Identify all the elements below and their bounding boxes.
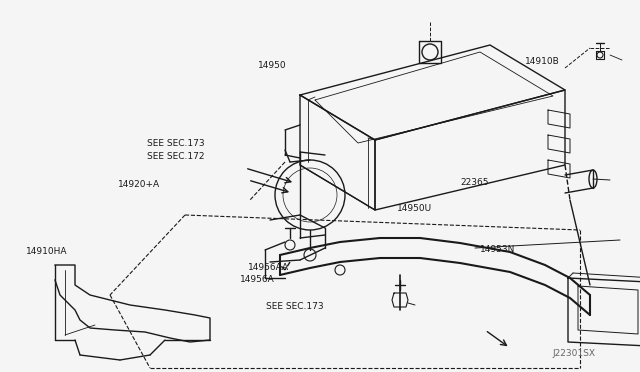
Text: 14956A: 14956A	[240, 275, 275, 284]
Text: 14910B: 14910B	[525, 57, 559, 66]
Text: 14950: 14950	[258, 61, 286, 70]
Text: 14956AA: 14956AA	[248, 263, 289, 272]
Text: J22301SX: J22301SX	[552, 349, 595, 358]
Text: SEE SEC.173: SEE SEC.173	[147, 139, 205, 148]
Text: 14953N: 14953N	[480, 245, 515, 254]
Text: SEE SEC.172: SEE SEC.172	[147, 152, 205, 161]
Text: 14910HA: 14910HA	[26, 247, 67, 256]
Text: 14920+A: 14920+A	[118, 180, 161, 189]
Text: SEE SEC.173: SEE SEC.173	[266, 302, 323, 311]
Text: 14950U: 14950U	[397, 204, 432, 213]
Text: 22365: 22365	[461, 178, 490, 187]
